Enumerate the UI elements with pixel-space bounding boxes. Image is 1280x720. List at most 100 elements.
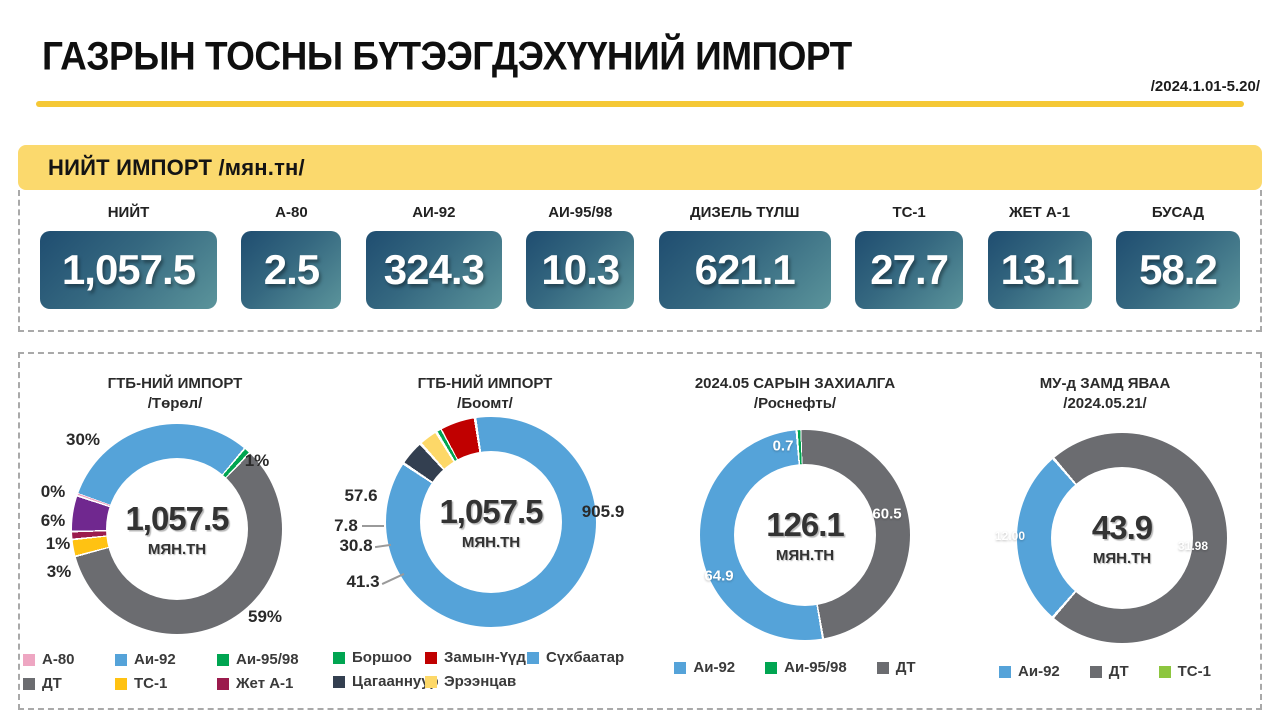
legend-swatch (23, 677, 35, 690)
label-leader-line (381, 573, 405, 585)
legend-item: Аи-95/98 (765, 659, 847, 676)
donut-ring: 43.9 МЯН.ТН (1017, 433, 1227, 643)
donut-ring: 1,057.5 МЯН.ТН (386, 417, 596, 627)
chart-title-line2: /2024.05.21/ (1063, 395, 1147, 413)
chart-title: ГТБ-НИЙ ИМПОРТ /Төрөл/ (20, 374, 330, 415)
stat-value-card: 324.3 (365, 231, 502, 309)
legend-item: ДТ (876, 659, 916, 676)
legend-swatch (999, 665, 1012, 678)
legend-label: А-80 (42, 651, 75, 668)
segment-label-ai92: 30% (65, 430, 101, 449)
legend-label: ДТ (42, 675, 62, 692)
legend-swatch (527, 651, 539, 664)
segment-label-ai92: 64.9 (704, 567, 734, 585)
segment-label-jeta1: 1% (45, 534, 71, 553)
legend-swatch (333, 675, 345, 688)
legend-item: ТС-1 (115, 675, 217, 692)
segment-label-borshoo: 7.8 (334, 516, 358, 535)
chart-title: ГТБ-НИЙ ИМПОРТ /Боомт/ (330, 374, 640, 415)
stat-value-card: 10.3 (526, 231, 635, 309)
segment-label-dt: 31.98 (1177, 539, 1209, 553)
legend-swatch (217, 653, 229, 666)
donut-chart-import-by-type: ГТБ-НИЙ ИМПОРТ /Төрөл/ 1,057.5 МЯН.ТН 30… (20, 354, 330, 708)
label-leader-line (362, 525, 384, 527)
stat-group-total: НИЙТ 1,057.5 (40, 204, 217, 309)
legend-swatch (115, 677, 127, 690)
segment-label-tc1-dash (1030, 605, 1039, 608)
stat-value-card: 13.1 (987, 231, 1092, 309)
segment-label-tc1: 3% (46, 562, 72, 581)
charts-panel: ГТБ-НИЙ ИМПОРТ /Төрөл/ 1,057.5 МЯН.ТН 30… (18, 352, 1262, 710)
segment-label-ai9598: 1% (244, 451, 270, 470)
stat-value-card: 2.5 (241, 231, 342, 309)
stat-label: АИ-95/98 (548, 204, 613, 221)
legend-label: Аи-95/98 (784, 659, 847, 676)
donut-chart-in-transit: МУ-д ЗАМД ЯВАА /2024.05.21/ 43.9 МЯН.ТН … (950, 354, 1260, 708)
legend-label: ДТ (1108, 663, 1129, 680)
legend-label: Аи-92 (1018, 663, 1060, 680)
legend-swatch (674, 661, 687, 674)
chart-legend: Боршоо Замын-Үүд Сүхбаатар Цагааннуур Эр… (330, 649, 640, 690)
stat-group-other: БУСАД 58.2 (1115, 204, 1240, 309)
legend-item: ТС-1 (1158, 663, 1211, 680)
stat-label: БУСАД (1151, 204, 1205, 221)
legend-swatch (1158, 665, 1171, 678)
chart-title-line1: ГТБ-НИЙ ИМПОРТ (417, 375, 553, 392)
donut-chart-may-order: 2024.05 САРЫН ЗАХИАЛГА /Роснефть/ 126.1 … (640, 354, 950, 708)
stat-value-card: 27.7 (855, 231, 964, 309)
stat-group-ai9598: АИ-95/98 10.3 (526, 204, 635, 309)
legend-swatch (115, 653, 127, 666)
legend-label: ДТ (895, 659, 916, 676)
legend-label: ТС-1 (134, 675, 168, 692)
stat-value-card: 1,057.5 (40, 231, 217, 309)
legend-item: ДТ (23, 675, 115, 692)
legend-swatch (876, 661, 889, 674)
chart-title-line1: ГТБ-НИЙ ИМПОРТ (107, 375, 243, 392)
chart-legend: Аи-92 Аи-95/98 ДТ (640, 659, 950, 676)
donut-center-unit: МЯН.ТН (147, 541, 207, 558)
totals-section-header: НИЙТ ИМПОРТ /мян.тн/ (18, 145, 1262, 190)
donut-center-value: 43.9 (1091, 509, 1153, 546)
segment-label-ereentsav: 30.8 (339, 536, 373, 555)
stat-label: ТС-1 (892, 204, 926, 221)
legend-label: Аи-92 (693, 659, 736, 676)
donut-ring: 1,057.5 МЯН.ТН (72, 424, 282, 634)
legend-swatch (765, 661, 778, 674)
donut-center-unit: МЯН.ТН (1092, 550, 1152, 567)
legend-item: Жет А-1 (217, 675, 327, 692)
legend-item: Сүхбаатар (527, 649, 637, 666)
donut-center: 126.1 МЯН.ТН (734, 464, 876, 606)
stat-label: АИ-92 (412, 204, 456, 221)
legend-item: Эрээнцав (425, 673, 527, 690)
stat-label: А-80 (275, 204, 308, 221)
chart-title-line2: /Төрөл/ (147, 395, 203, 413)
totals-cards-panel: НИЙТ 1,057.5 А-80 2.5 АИ-92 324.3 АИ-95/… (18, 190, 1262, 332)
legend-item: Аи-95/98 (217, 651, 327, 668)
page-title: ГАЗРЫН ТОСНЫ БҮТЭЭГДЭХҮҮНИЙ ИМПОРТ (42, 34, 852, 79)
legend-swatch (23, 653, 35, 666)
segment-label-ai9598: 0.7 (772, 437, 794, 455)
segment-label-other: 6% (40, 511, 66, 530)
title-underline (36, 101, 1244, 107)
legend-swatch (425, 651, 437, 664)
donut-center-value: 1,057.5 (439, 493, 543, 530)
chart-legend: А-80 Аи-92 Аи-95/98 ДТ ТС-1 Жет А-1 (20, 651, 330, 692)
legend-swatch (1089, 665, 1102, 678)
stat-group-a80: А-80 2.5 (241, 204, 342, 309)
chart-title: МУ-д ЗАМД ЯВАА /2024.05.21/ (950, 374, 1260, 415)
legend-label: Сүхбаатар (546, 649, 625, 666)
stat-group-tc1: ТС-1 27.7 (855, 204, 964, 309)
legend-item: Аи-92 (115, 651, 217, 668)
legend-swatch (217, 677, 229, 690)
legend-label: Замын-Үүд (444, 649, 526, 666)
legend-label: Цагааннуур (352, 673, 439, 690)
legend-item: Аи-92 (674, 659, 735, 676)
segment-label-ai92: 12.00 (994, 529, 1026, 543)
donut-center-unit: МЯН.ТН (775, 547, 835, 564)
legend-item: Боршоо (333, 649, 425, 666)
legend-item: Замын-Үүд (425, 649, 527, 666)
stat-label: ЖЕТ А-1 (1009, 204, 1071, 221)
chart-title-line2: /Роснефть/ (753, 395, 837, 413)
legend-item: Аи-92 (999, 663, 1060, 680)
